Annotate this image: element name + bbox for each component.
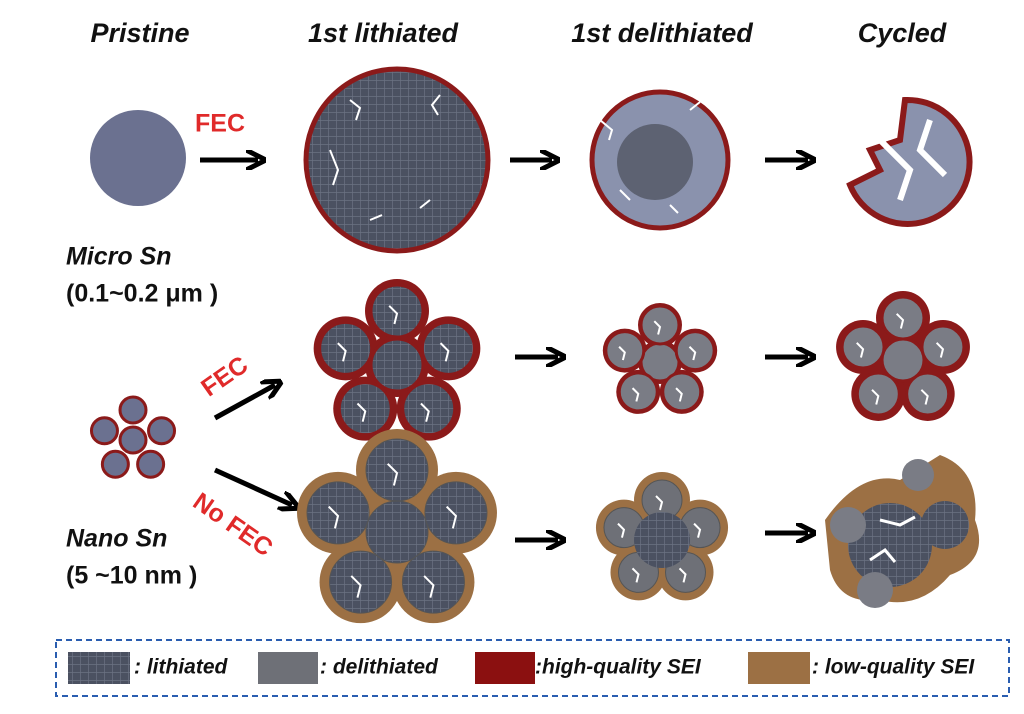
particle <box>100 449 130 479</box>
crack <box>678 567 687 583</box>
column-header: 1st delithiated <box>571 18 753 48</box>
particle <box>880 295 926 341</box>
column-header: 1st lithiated <box>308 18 459 48</box>
crack <box>871 389 880 405</box>
particle <box>848 503 932 587</box>
particle <box>136 449 166 479</box>
arrow-label: FEC <box>196 351 253 403</box>
legend-swatch <box>475 652 535 684</box>
row-name: Micro Sn <box>66 243 172 271</box>
legend-text: :high-quality SEI <box>535 656 702 679</box>
crack <box>631 387 640 402</box>
crack <box>856 342 865 358</box>
crack <box>388 305 399 325</box>
particle <box>661 371 703 413</box>
particle <box>306 481 370 545</box>
particle <box>118 425 148 455</box>
legend-swatch <box>258 652 318 684</box>
column-header: Cycled <box>858 18 947 48</box>
legend-box <box>55 639 1010 697</box>
legend-swatch <box>748 652 810 684</box>
particle <box>147 416 177 446</box>
legend-text: : lithiated <box>134 656 229 679</box>
particle <box>674 330 716 372</box>
crack <box>386 463 399 486</box>
crack <box>618 346 626 361</box>
crack <box>337 342 347 362</box>
legend-text: : low-quality SEI <box>812 656 975 679</box>
crack <box>688 346 697 361</box>
particle <box>329 550 393 614</box>
particle <box>401 550 465 614</box>
particle <box>617 371 659 413</box>
crack <box>439 342 450 362</box>
crack <box>869 515 916 563</box>
particle <box>604 330 646 372</box>
particle <box>401 381 457 437</box>
particle <box>118 395 148 425</box>
column-header: Pristine <box>90 18 189 48</box>
particle <box>337 381 393 437</box>
particle <box>921 501 969 549</box>
crack <box>935 342 945 358</box>
particle <box>369 283 425 339</box>
crack <box>675 387 683 402</box>
crack <box>631 567 640 583</box>
particle <box>365 500 429 564</box>
arrows <box>200 160 808 540</box>
particle <box>639 304 681 346</box>
crack <box>328 505 340 529</box>
particle <box>424 481 488 545</box>
arrow-label: FEC <box>195 110 245 138</box>
particle <box>420 320 476 376</box>
nano-particles <box>89 279 980 624</box>
particle <box>857 572 893 608</box>
crack <box>920 389 929 405</box>
legend-text: : delithiated <box>320 656 439 679</box>
crack <box>617 522 626 538</box>
row-size: (0.1~0.2 μm ) <box>66 280 218 308</box>
micro-particles <box>90 66 973 254</box>
crack <box>693 522 702 538</box>
arrow-label: No FEC <box>188 487 278 562</box>
crack <box>655 495 664 511</box>
particle <box>89 416 119 446</box>
crack <box>423 575 435 598</box>
crack <box>356 402 367 422</box>
legend-swatch <box>68 652 130 684</box>
particle <box>840 324 886 370</box>
particle <box>920 324 966 370</box>
crack <box>420 402 430 422</box>
crack <box>653 320 662 335</box>
particle <box>369 337 425 393</box>
particle <box>830 507 866 543</box>
particle <box>365 438 429 502</box>
particle <box>905 371 951 417</box>
particle <box>855 371 901 417</box>
row-name: Nano Sn <box>66 525 167 553</box>
crack <box>445 505 458 529</box>
particle <box>902 459 934 491</box>
crack <box>895 313 905 329</box>
particle <box>318 320 374 376</box>
row-size: (5 ~10 nm ) <box>66 562 197 590</box>
crack <box>350 575 362 598</box>
particle <box>634 512 690 568</box>
